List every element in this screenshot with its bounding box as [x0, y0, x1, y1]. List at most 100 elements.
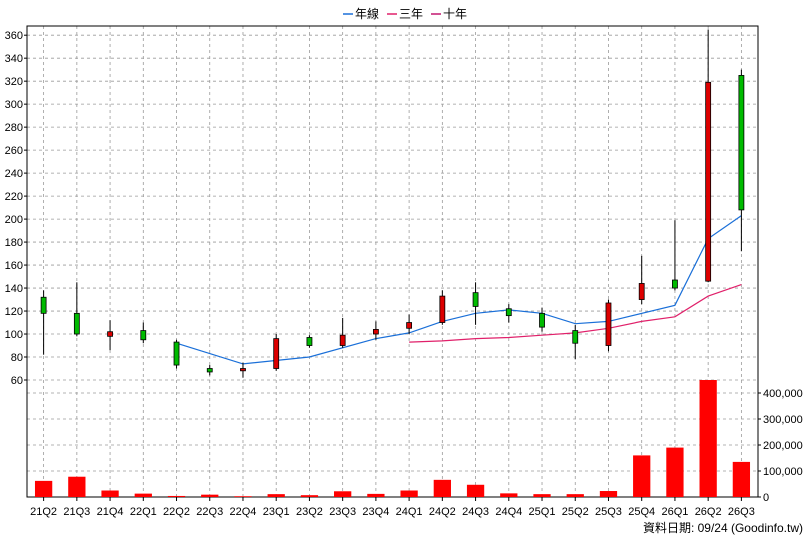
price-tick-label: 260	[5, 145, 23, 157]
price-tick-label: 200	[5, 214, 23, 226]
price-tick-label: 160	[5, 260, 23, 272]
candle-body	[240, 368, 246, 372]
candle-body	[605, 302, 612, 346]
candle-body	[339, 334, 346, 346]
x-tick-label: 24Q3	[462, 506, 489, 518]
plot-frame	[26, 25, 759, 498]
price-tick-label: 140	[5, 283, 23, 295]
candles	[40, 29, 745, 378]
x-tick-label: 21Q4	[97, 506, 124, 518]
candle-body	[472, 292, 479, 307]
price-tick-label: 80	[11, 352, 23, 364]
moving-average-lines	[176, 215, 742, 365]
x-tick-label: 23Q3	[329, 506, 356, 518]
x-tick-label: 22Q4	[230, 506, 257, 518]
volume-bar	[68, 476, 86, 497]
legend-label: 年線	[355, 6, 379, 21]
volume-bar	[201, 494, 219, 497]
price-tick-label: 300	[5, 99, 23, 111]
candle-body	[273, 338, 280, 369]
grid	[27, 26, 758, 497]
volume-bar	[34, 480, 53, 497]
volume-bar	[666, 447, 684, 497]
candle-body	[406, 322, 413, 329]
legend: 年線 三年 十年	[343, 6, 467, 21]
volume-bar	[134, 493, 152, 497]
candle-body	[140, 330, 147, 341]
volume-bar	[533, 494, 551, 497]
candle-body	[638, 283, 645, 300]
volume-bar	[300, 495, 319, 497]
candle-body	[306, 337, 313, 346]
candle-body	[372, 329, 379, 335]
volume-bar	[633, 455, 651, 497]
volume-bar	[699, 380, 717, 497]
price-tick-label: 100	[5, 329, 23, 341]
volume-tick-label: 100,000	[763, 466, 803, 478]
x-tick-label: 25Q4	[628, 506, 655, 518]
price-tick-label: 60	[11, 375, 23, 387]
legend-label: 十年	[443, 7, 467, 21]
series-line	[176, 215, 742, 365]
x-tick-label: 25Q1	[529, 506, 556, 518]
axes: 60 80 100 120 140 160 180 200 220 240 260 280 300 320…	[5, 25, 803, 504]
x-tick-label: 25Q3	[595, 506, 622, 518]
candle-body	[672, 279, 678, 289]
x-tick-label: 26Q2	[695, 506, 722, 518]
candle-body	[572, 330, 579, 344]
x-tick-label: 21Q3	[63, 506, 90, 518]
legend-label: 三年	[399, 7, 423, 21]
volume-tick-label: 300,000	[763, 414, 803, 426]
volume-bar	[167, 495, 186, 497]
price-tick-label: 340	[5, 53, 23, 65]
x-tick-label: 24Q4	[495, 506, 522, 518]
x-tick-label: 21Q2	[30, 506, 57, 518]
candle-body	[439, 295, 446, 323]
volume-tick-label: 400,000	[763, 388, 803, 400]
volume-bar	[566, 494, 584, 497]
candle-body	[173, 341, 180, 366]
volume-tick-label: 0	[763, 492, 769, 504]
price-tick-label: 120	[5, 306, 23, 318]
volume-bar	[732, 461, 751, 497]
volume-bar	[500, 493, 518, 497]
footnote: 資料日期: 09/24 (Goodinfo.tw)	[643, 521, 803, 535]
price-tick-label: 360	[5, 30, 23, 42]
x-tick-label: 22Q3	[196, 506, 223, 518]
volume-bar	[267, 494, 285, 497]
volume-bar	[334, 491, 352, 497]
x-tick-label: 23Q4	[362, 506, 389, 518]
x-tick-label: 25Q2	[562, 506, 589, 518]
candle-body	[705, 81, 712, 282]
price-tick-label: 240	[5, 168, 23, 180]
x-tick-label: 23Q1	[263, 506, 290, 518]
volume-bar	[400, 490, 418, 497]
x-tick-label: 23Q2	[296, 506, 323, 518]
volume-bar	[101, 490, 119, 497]
volume-bar	[433, 479, 451, 497]
candle-body	[539, 312, 545, 328]
x-tick-label: 26Q3	[728, 506, 755, 518]
x-tick-label: 22Q1	[130, 506, 157, 518]
price-tick-label: 280	[5, 122, 23, 134]
candle-body	[206, 368, 213, 373]
x-tick-label: 24Q1	[396, 506, 423, 518]
price-tick-label: 180	[5, 237, 23, 249]
candle-body	[107, 331, 113, 337]
candle-body	[40, 296, 47, 314]
x-axis-labels: 21Q2 21Q3 21Q4 22Q1 22Q2 22Q3 22Q4 23Q1 23Q2 23Q3…	[30, 497, 755, 518]
volume-tick-label: 200,000	[763, 440, 803, 452]
volume-bar	[599, 491, 618, 497]
price-tick-label: 320	[5, 76, 23, 88]
candle-body	[738, 75, 745, 211]
candle-body	[505, 308, 512, 317]
x-tick-label: 24Q2	[429, 506, 456, 518]
volume-bar	[367, 493, 385, 497]
volume-bar	[234, 496, 252, 497]
volume-bars	[34, 380, 751, 497]
volume-bar	[466, 484, 485, 497]
price-tick-label: 220	[5, 191, 23, 203]
x-tick-label: 26Q1	[661, 506, 688, 518]
